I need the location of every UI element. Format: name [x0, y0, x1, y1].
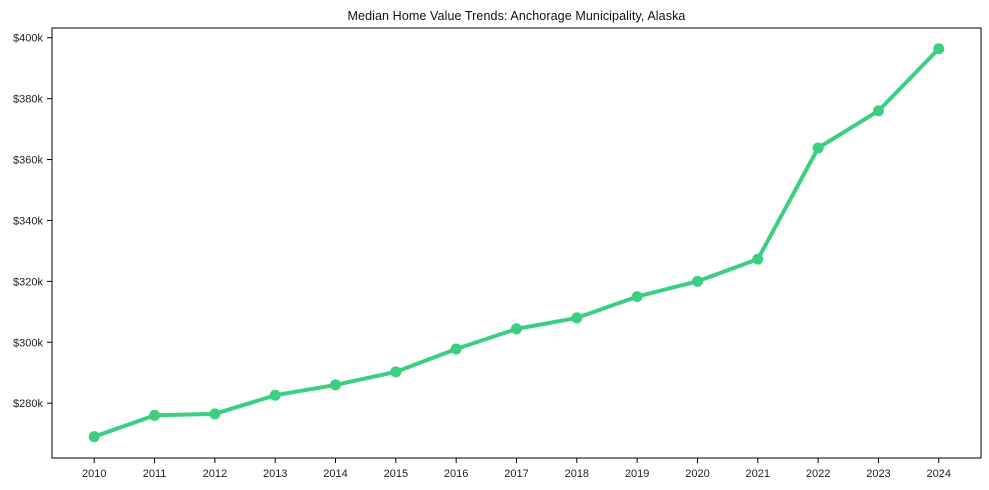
data-point-2022 [812, 142, 824, 154]
data-point-2010 [88, 431, 100, 443]
y-tick-label: $280k [13, 398, 43, 410]
x-tick-label: 2011 [143, 468, 167, 480]
data-point-2011 [149, 409, 161, 421]
x-tick-label: 2023 [866, 468, 890, 480]
data-point-2017 [511, 323, 522, 335]
x-tick-label: 2024 [927, 468, 951, 480]
x-tick-label: 2013 [263, 468, 287, 480]
data-point-2021 [752, 253, 764, 265]
data-point-2013 [269, 389, 281, 401]
y-tick-label: $380k [13, 94, 43, 106]
data-point-2020 [691, 275, 703, 287]
x-tick-label: 2012 [203, 468, 227, 480]
y-tick-label: $340k [13, 215, 43, 227]
data-point-2016 [450, 343, 462, 355]
x-tick-label: 2010 [82, 468, 106, 480]
trend-line [92, 46, 941, 439]
y-tick-label: $360k [13, 155, 43, 167]
plot-border [51, 27, 982, 459]
data-point-2015 [390, 366, 402, 378]
x-tick-label: 2021 [746, 468, 770, 480]
data-point-2024 [933, 43, 945, 55]
data-point-2014 [330, 379, 342, 391]
x-tick-label: 2014 [323, 468, 347, 480]
x-tick-label: 2015 [384, 468, 408, 480]
chart-title: Median Home Value Trends: Anchorage Muni… [347, 9, 686, 23]
x-tick-label: 2022 [806, 468, 830, 480]
x-tick-label: 2017 [504, 468, 528, 480]
x-tick-label: 2019 [625, 468, 649, 480]
y-tick-label: $400k [13, 33, 43, 45]
x-tick-label: 2018 [565, 468, 589, 480]
y-tick-label: $320k [13, 276, 43, 288]
x-tick-label: 2020 [685, 468, 709, 480]
data-point-2018 [571, 312, 583, 324]
data-point-2012 [209, 408, 221, 420]
data-point-2019 [631, 291, 643, 303]
y-tick-label: $300k [13, 337, 43, 349]
data-point-2023 [872, 105, 884, 117]
x-tick-label: 2016 [444, 468, 468, 480]
